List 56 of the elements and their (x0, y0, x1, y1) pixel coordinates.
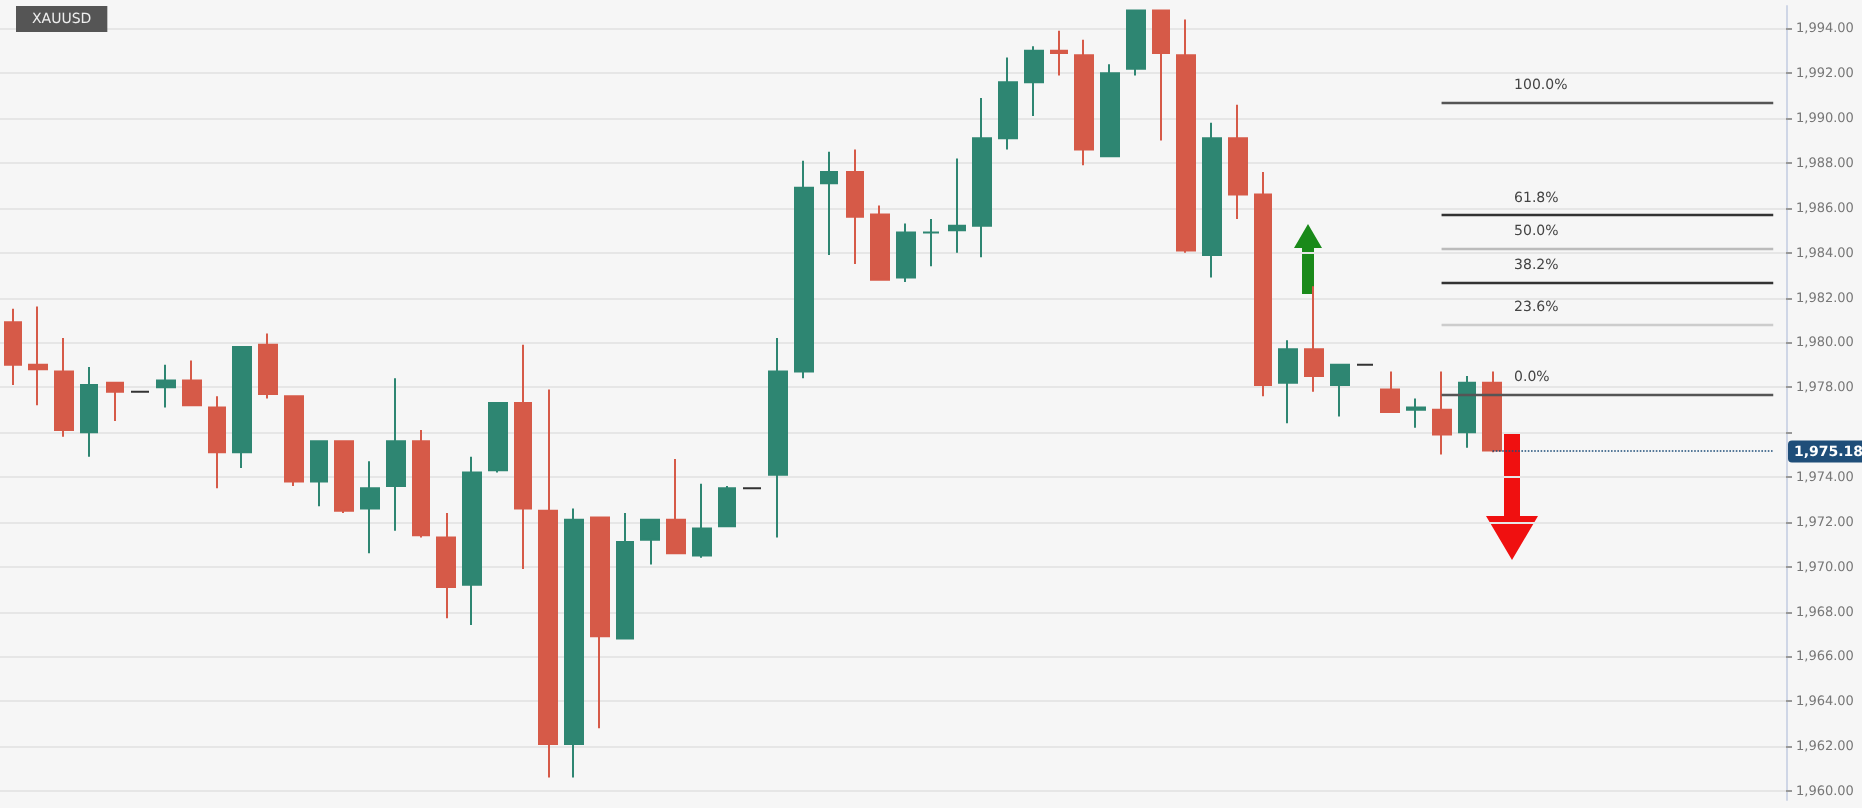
candlestick (54, 336, 74, 438)
candlestick (718, 484, 736, 528)
candlestick (1254, 170, 1272, 398)
candlestick (1202, 121, 1222, 279)
candlestick (1458, 375, 1476, 449)
candlestick (1482, 370, 1502, 454)
candlestick (1176, 18, 1196, 254)
candlestick (692, 482, 712, 559)
candlestick (310, 440, 328, 508)
candlestick (360, 460, 380, 555)
candlestick (998, 56, 1018, 151)
candlestick (4, 307, 22, 387)
candlestick (1024, 45, 1044, 117)
candlestick (896, 222, 916, 283)
candlestick (488, 402, 508, 474)
candlestick (1304, 285, 1324, 393)
candlestick (386, 377, 406, 532)
candlestick (232, 345, 252, 470)
candlestick (208, 395, 226, 490)
candlestick (1074, 38, 1094, 167)
candlestick (1406, 397, 1426, 429)
candlestick (412, 428, 430, 539)
candlestick (590, 516, 610, 730)
candlestick (564, 507, 584, 779)
candlestick (972, 96, 992, 259)
candlestick (284, 395, 304, 487)
candlestick (1050, 29, 1068, 77)
candlestick (948, 157, 966, 254)
candlestick (538, 388, 558, 779)
candlestick (922, 218, 940, 268)
candlestick (616, 511, 634, 640)
candlestick (640, 518, 660, 566)
candlestick (28, 305, 48, 407)
candlestick (1152, 9, 1170, 142)
candlestick (768, 336, 788, 539)
candlestick (258, 332, 278, 400)
candlestick (1278, 339, 1298, 425)
candlestick (80, 366, 98, 458)
candlestick (794, 159, 814, 380)
candlestick (870, 204, 890, 281)
candlestick (1380, 370, 1400, 413)
candlestick (1228, 103, 1248, 221)
candlestick (156, 363, 176, 409)
candlestick (1100, 63, 1120, 158)
candlestick (106, 381, 124, 422)
candlestick (666, 458, 686, 555)
candlestick (1126, 9, 1146, 77)
candlestick (514, 343, 532, 570)
candlestick (846, 148, 864, 265)
candlestick (1330, 363, 1350, 418)
candlestick (182, 359, 202, 407)
candlestick (1432, 370, 1452, 456)
candlestick (334, 440, 354, 514)
candlestick (462, 455, 482, 627)
candlestick (820, 150, 838, 256)
candlestick (436, 511, 456, 620)
